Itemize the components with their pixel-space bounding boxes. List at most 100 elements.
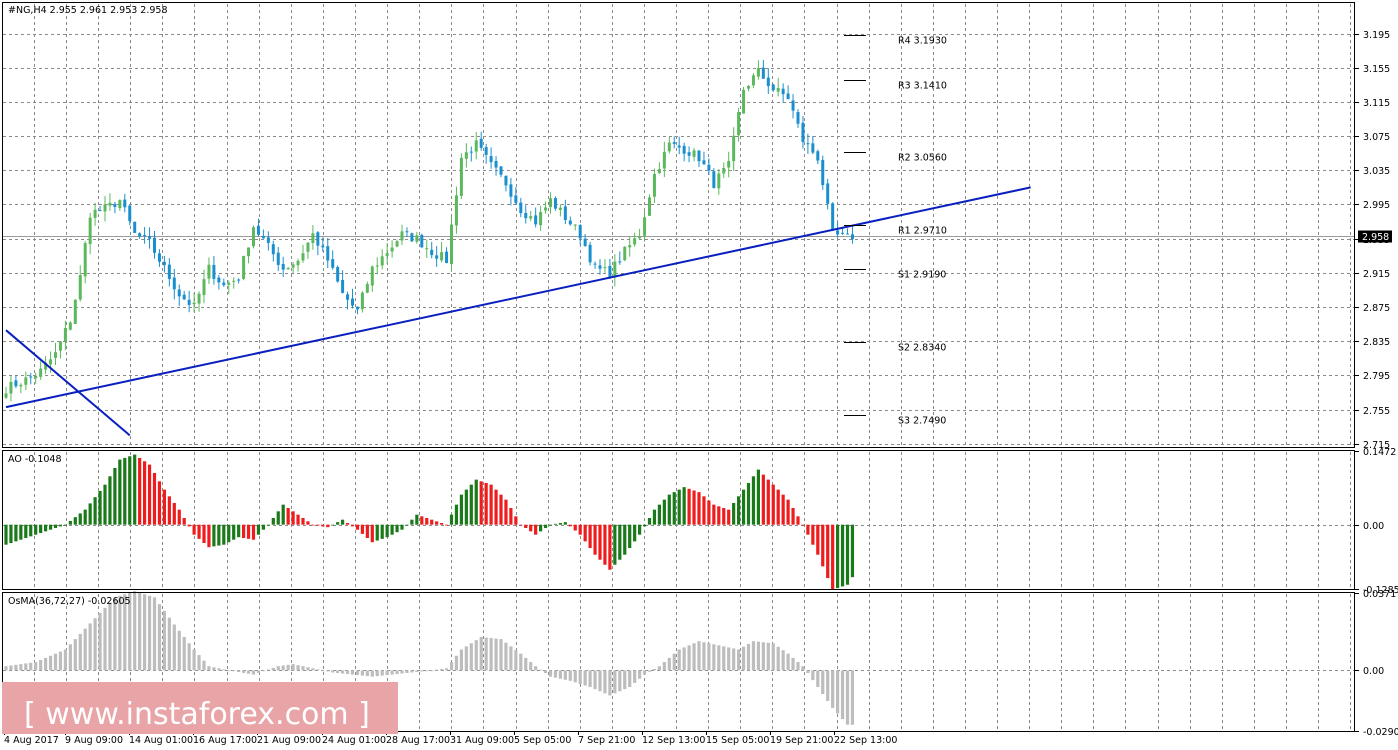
osma-axis-label: -0.02906 xyxy=(1363,727,1398,738)
candle xyxy=(618,251,622,265)
osma-bar xyxy=(375,670,379,677)
candle xyxy=(529,210,533,222)
ao-bar xyxy=(548,524,553,526)
ao-bar xyxy=(276,511,280,525)
candle xyxy=(850,225,854,244)
osma-bar xyxy=(251,670,256,675)
watermark-text: [ www.instaforex.com ] xyxy=(24,697,370,732)
candle-body xyxy=(717,173,721,189)
candle-body xyxy=(108,202,112,206)
candle-body xyxy=(83,243,87,277)
osma-bar xyxy=(4,666,8,671)
ao-bar xyxy=(593,524,597,555)
ao-bar xyxy=(360,524,364,534)
ao-bar xyxy=(737,496,741,525)
osma-bar xyxy=(647,670,652,672)
candle xyxy=(237,278,241,284)
osma-bar xyxy=(78,633,82,671)
candle-body xyxy=(375,265,379,267)
ao-bar xyxy=(608,524,612,570)
osma-bar xyxy=(187,643,191,671)
ao-bar xyxy=(68,520,72,525)
osma-bar xyxy=(44,657,48,671)
ao-bar xyxy=(652,509,657,525)
osma-bar xyxy=(395,670,399,675)
candle xyxy=(405,227,409,238)
ao-bar xyxy=(647,518,652,525)
osma-bar xyxy=(712,644,716,671)
osma-bar xyxy=(242,670,246,673)
osma-bar xyxy=(618,670,622,692)
candle-body xyxy=(167,264,171,279)
osma-bar xyxy=(613,670,617,694)
osma-bar xyxy=(365,670,369,677)
candle xyxy=(232,277,236,289)
candle xyxy=(93,202,97,226)
price-axis-label: 2.715 xyxy=(1363,440,1390,451)
osma-bar xyxy=(39,659,43,671)
candle-body xyxy=(628,245,632,248)
osma-bar xyxy=(345,670,350,675)
ao-bar xyxy=(370,524,374,543)
candle xyxy=(286,266,290,270)
osma-header: OsMA(36,72,27) -0.02605 xyxy=(8,596,131,607)
ao-bar xyxy=(395,524,399,533)
candle-body xyxy=(34,375,38,379)
osma-bar xyxy=(350,670,355,675)
pivot-label-r1: R1 2.9710 xyxy=(898,226,947,237)
ao-bar xyxy=(751,476,756,525)
ao-bar xyxy=(420,516,424,525)
candle-body xyxy=(306,242,310,252)
candle xyxy=(153,230,156,259)
ao-bar xyxy=(138,457,142,525)
candle xyxy=(549,192,552,214)
candle xyxy=(301,244,305,263)
ao-bar xyxy=(771,484,775,525)
candle xyxy=(791,94,795,119)
ao-bar xyxy=(48,524,53,530)
osma-bar xyxy=(405,670,409,673)
candle xyxy=(687,146,691,163)
osma-bar xyxy=(138,592,142,671)
osma-bar xyxy=(563,670,567,680)
candle-body xyxy=(217,277,221,283)
osma-bar xyxy=(321,670,325,672)
ao-bar xyxy=(251,524,256,540)
pivot-label-s2: S2 2.8340 xyxy=(898,343,946,354)
osma-bar xyxy=(514,650,518,671)
osma-bar xyxy=(222,669,226,671)
osma-axis-label: 0.00 xyxy=(1363,666,1384,677)
osma-bar xyxy=(133,591,137,671)
candle-body xyxy=(286,267,290,270)
ao-bar xyxy=(336,522,340,525)
candle xyxy=(212,255,216,285)
candle-body xyxy=(687,152,691,156)
ao-bar xyxy=(286,507,290,525)
main-chart-header: #NG,H4 2.955 2.961 2.953 2.958 xyxy=(8,5,168,16)
ao-bar xyxy=(623,524,627,555)
ao-bar xyxy=(375,524,379,541)
candle xyxy=(370,265,374,292)
time-axis-label: 14 Aug 01:00 xyxy=(129,735,193,746)
osma-bar xyxy=(821,670,825,695)
candle xyxy=(202,269,206,304)
candle-body xyxy=(365,283,369,293)
candle xyxy=(123,193,127,213)
ao-bar xyxy=(801,524,805,526)
candle xyxy=(524,205,528,224)
ao-bar xyxy=(845,524,850,585)
candle xyxy=(613,254,617,287)
candle-body xyxy=(138,233,142,237)
candle xyxy=(677,136,681,155)
ao-bar xyxy=(108,476,112,525)
price-axis-label: 3.035 xyxy=(1363,166,1390,177)
ao-bar xyxy=(316,524,320,526)
ao-bar xyxy=(281,504,285,525)
osma-bar xyxy=(816,670,820,688)
osma-bar xyxy=(840,670,845,720)
candle-body xyxy=(603,267,607,269)
candle-body xyxy=(247,247,251,257)
ao-bar xyxy=(727,509,731,525)
ao-bar xyxy=(217,524,221,546)
candle-body xyxy=(252,227,255,247)
